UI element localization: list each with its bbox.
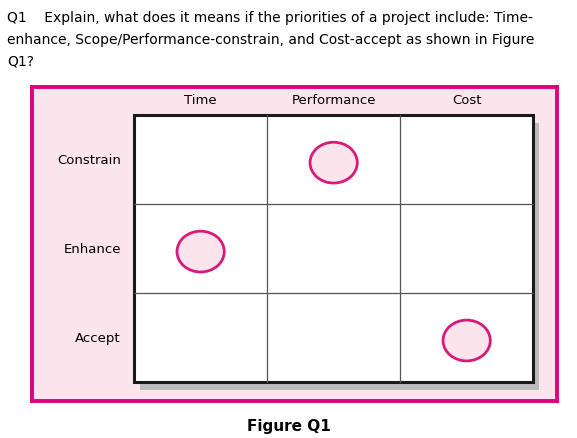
Ellipse shape	[443, 320, 490, 361]
Text: Constrain: Constrain	[57, 154, 121, 166]
Text: Enhance: Enhance	[63, 242, 121, 255]
Ellipse shape	[310, 143, 357, 184]
Text: enhance, Scope/Performance-constrain, and Cost-accept as shown in Figure: enhance, Scope/Performance-constrain, an…	[7, 33, 534, 47]
Text: Figure Q1: Figure Q1	[246, 418, 331, 433]
Text: Cost: Cost	[452, 94, 481, 106]
Text: Q1    Explain, what does it means if the priorities of a project include: Time-: Q1 Explain, what does it means if the pr…	[7, 11, 533, 25]
Text: Q1?: Q1?	[7, 55, 34, 69]
Text: Accept: Accept	[76, 331, 121, 344]
Ellipse shape	[177, 232, 224, 272]
Text: Performance: Performance	[291, 94, 376, 106]
Bar	[134, 116, 533, 382]
Text: Time: Time	[184, 94, 217, 106]
Bar	[140, 124, 539, 390]
